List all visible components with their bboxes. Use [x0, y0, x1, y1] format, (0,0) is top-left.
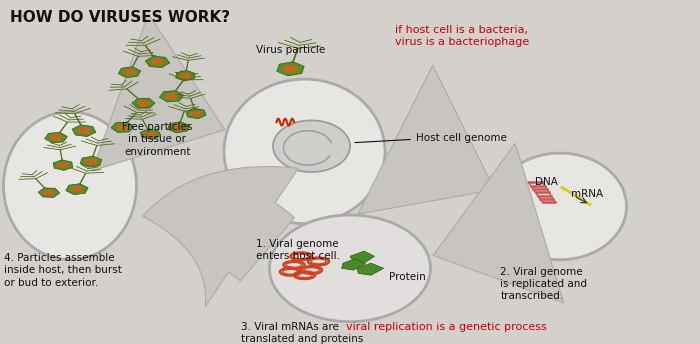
- Text: Free particles
in tissue or
environment: Free particles in tissue or environment: [122, 122, 192, 157]
- Polygon shape: [77, 127, 91, 134]
- Polygon shape: [132, 98, 155, 108]
- Polygon shape: [43, 190, 55, 195]
- Polygon shape: [50, 135, 62, 141]
- Polygon shape: [53, 160, 73, 170]
- Text: if host cell is a bacteria,
virus is a bacteriophage: if host cell is a bacteria, virus is a b…: [395, 25, 530, 47]
- Text: mRNA: mRNA: [570, 189, 603, 200]
- Polygon shape: [190, 110, 202, 117]
- Polygon shape: [276, 62, 304, 76]
- Polygon shape: [85, 159, 97, 165]
- Polygon shape: [45, 132, 67, 143]
- Polygon shape: [144, 131, 157, 137]
- Polygon shape: [80, 156, 102, 167]
- Ellipse shape: [224, 79, 385, 224]
- Polygon shape: [342, 259, 365, 270]
- Polygon shape: [72, 125, 96, 137]
- Polygon shape: [140, 129, 161, 139]
- Polygon shape: [172, 124, 185, 130]
- Text: Virus particle: Virus particle: [256, 45, 325, 55]
- Polygon shape: [123, 69, 136, 75]
- Text: DNA: DNA: [536, 177, 559, 187]
- Ellipse shape: [4, 112, 136, 260]
- Polygon shape: [71, 186, 83, 192]
- Text: Protein: Protein: [389, 272, 426, 282]
- Polygon shape: [357, 263, 384, 275]
- Polygon shape: [167, 122, 190, 133]
- Text: 2. Viral genome
is replicated and
transcribed.: 2. Viral genome is replicated and transc…: [500, 267, 587, 301]
- Polygon shape: [38, 188, 60, 197]
- Polygon shape: [111, 122, 134, 132]
- Polygon shape: [176, 71, 195, 81]
- Polygon shape: [146, 56, 169, 68]
- Polygon shape: [136, 100, 150, 106]
- Text: 4. Particles assemble
inside host, then burst
or bud to exterior.: 4. Particles assemble inside host, then …: [4, 253, 121, 288]
- Ellipse shape: [494, 153, 626, 260]
- Polygon shape: [150, 58, 164, 65]
- Text: Host cell genome: Host cell genome: [416, 132, 508, 143]
- Polygon shape: [350, 251, 374, 263]
- Polygon shape: [283, 65, 298, 73]
- Polygon shape: [186, 108, 206, 119]
- Polygon shape: [118, 67, 141, 78]
- Polygon shape: [180, 73, 191, 79]
- Polygon shape: [164, 93, 178, 100]
- Polygon shape: [57, 162, 69, 168]
- Text: HOW DO VIRUSES WORK?: HOW DO VIRUSES WORK?: [10, 10, 230, 25]
- Text: 1. Viral genome
enters host cell.: 1. Viral genome enters host cell.: [256, 239, 340, 261]
- Polygon shape: [273, 120, 350, 172]
- Ellipse shape: [270, 215, 430, 322]
- Polygon shape: [66, 184, 88, 195]
- Polygon shape: [160, 90, 183, 102]
- Text: 3. Viral mRNAs are
translated and proteins
processed.: 3. Viral mRNAs are translated and protei…: [241, 322, 364, 344]
- Text: viral replication is a genetic process: viral replication is a genetic process: [346, 322, 547, 332]
- Polygon shape: [116, 124, 130, 130]
